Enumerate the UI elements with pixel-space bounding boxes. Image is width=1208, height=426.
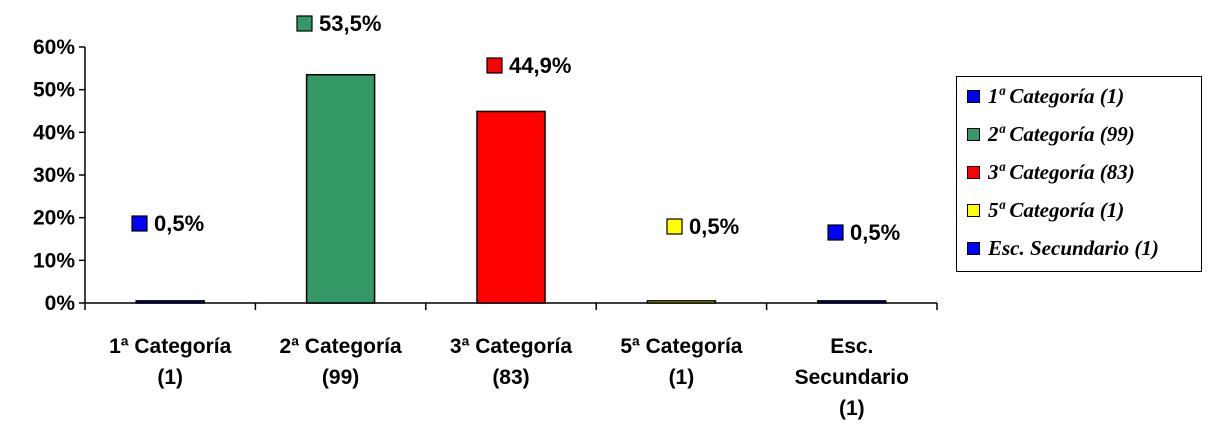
data-label: 0,5% [850,220,900,245]
bar [817,300,887,304]
y-axis: 0% 10% 20% 30% 40% 50% 60% [33,36,86,315]
data-labels: 0,5% 53,5% 44,9% 0,5% 0,5% [131,11,900,245]
legend-swatch [967,203,980,217]
legend-label: Esc. Secundario (1) [988,235,1159,260]
data-label: 0,5% [689,214,739,239]
y-tick-label: 50% [33,79,75,102]
legend-item: 2ª Categoría (99) [967,121,1135,147]
y-tick-label: 20% [33,207,75,230]
y-tick-label: 10% [33,249,75,272]
data-label: 0,5% [154,211,204,236]
y-tick-label: 60% [33,36,75,59]
legend-label: 5ª Categoría (1) [988,197,1125,222]
legend-swatch [967,241,980,255]
x-tick-label: 5ª Categoría (1) [620,335,742,389]
bar [135,300,205,304]
legend-item: 1ª Categoría (1) [967,83,1124,109]
bar [305,73,376,304]
y-tick-label: 0% [45,292,76,315]
x-axis: 1ª Categoría (1) 2ª Categoría (99) 3ª Catego… [84,302,938,420]
data-label: 53,5% [319,11,381,36]
bar [646,300,717,304]
x-tick-label: 1ª Categoría (1) [109,335,231,389]
legend-item: 5ª Categoría (1) [967,197,1124,223]
y-tick-label: 40% [33,121,75,144]
legend-swatch [967,127,980,141]
data-label-key [666,218,683,235]
legend-swatch [967,89,980,103]
legend-item: Esc. Secundario (1) [967,235,1159,261]
x-tick-label: 2ª Categoría (99) [280,335,402,389]
legend-label: 2ª Categoría (99) [988,121,1135,146]
bars [135,73,887,304]
legend: 1ª Categoría (1) 2ª Categoría (99) 3ª Cate… [956,76,1202,272]
data-label-key [131,215,148,232]
data-label-key [827,224,844,241]
data-label-key [486,57,503,74]
x-tick-label: Esc. Secundario (1) [795,335,909,420]
legend-label: 3ª Categoría (83) [988,159,1135,184]
data-label: 44,9% [509,53,571,78]
y-tick-label: 30% [33,164,75,187]
x-tick-label: 3ª Categoría (83) [450,335,572,389]
legend-label: 1ª Categoría (1) [988,83,1125,108]
bar [476,110,546,304]
legend-swatch [967,165,980,179]
data-label-key [296,15,313,32]
legend-item: 3ª Categoría (83) [967,159,1135,185]
